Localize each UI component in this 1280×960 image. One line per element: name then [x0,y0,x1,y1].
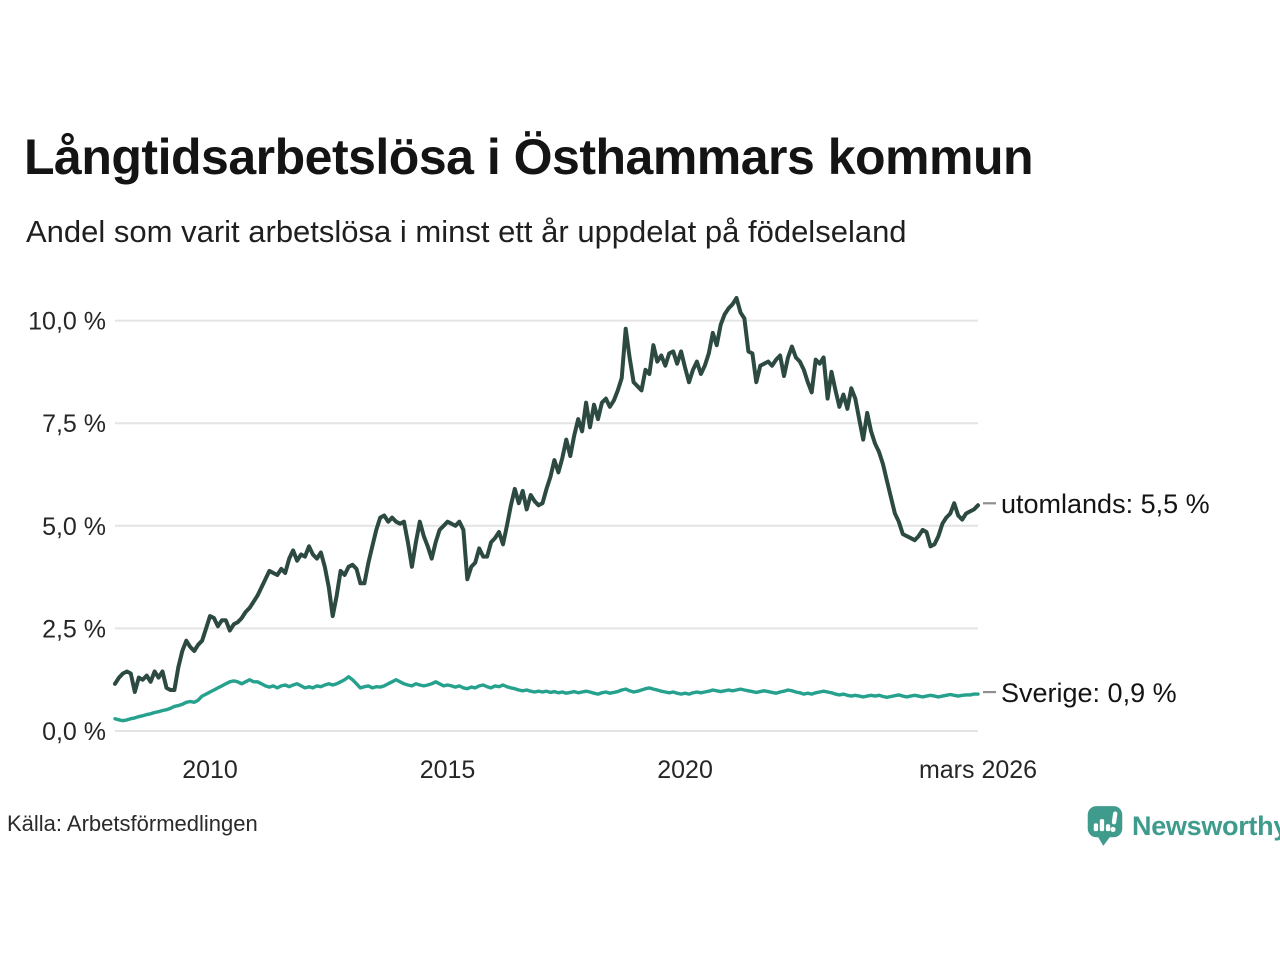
series-label-sverige: Sverige: 0,9 % [1001,677,1177,708]
series-label-utomlands: utomlands: 5,5 % [1001,489,1210,520]
x-axis-tick-label: 2010 [182,756,238,784]
series-line-Sverige [113,675,980,723]
y-axis-tick-label: 7,5 % [42,410,106,438]
x-axis-tick-label: 2015 [420,756,476,784]
y-axis-tick-label: 2,5 % [42,615,106,643]
chart-subtitle: Andel som varit arbetslösa i minst ett å… [26,214,907,249]
y-axis-tick-label: 5,0 % [42,513,106,541]
y-axis-tick-label: 0,0 % [42,718,106,746]
y-axis-tick-label: 10,0 % [28,308,106,336]
x-axis-tick-label: 2020 [657,756,713,784]
newsworthy-logo: Newsworthy [1086,804,1280,848]
series-line-utomlands [113,296,980,694]
newsworthy-bubble-icon [1087,806,1123,846]
x-axis-tick-label: mars 2026 [919,756,1037,784]
page-title: Långtidsarbetslösa i Östhammars kommun [24,129,1034,185]
source-note: Källa: Arbetsförmedlingen [7,811,258,836]
newsworthy-wordmark: Newsworthy [1132,810,1280,841]
